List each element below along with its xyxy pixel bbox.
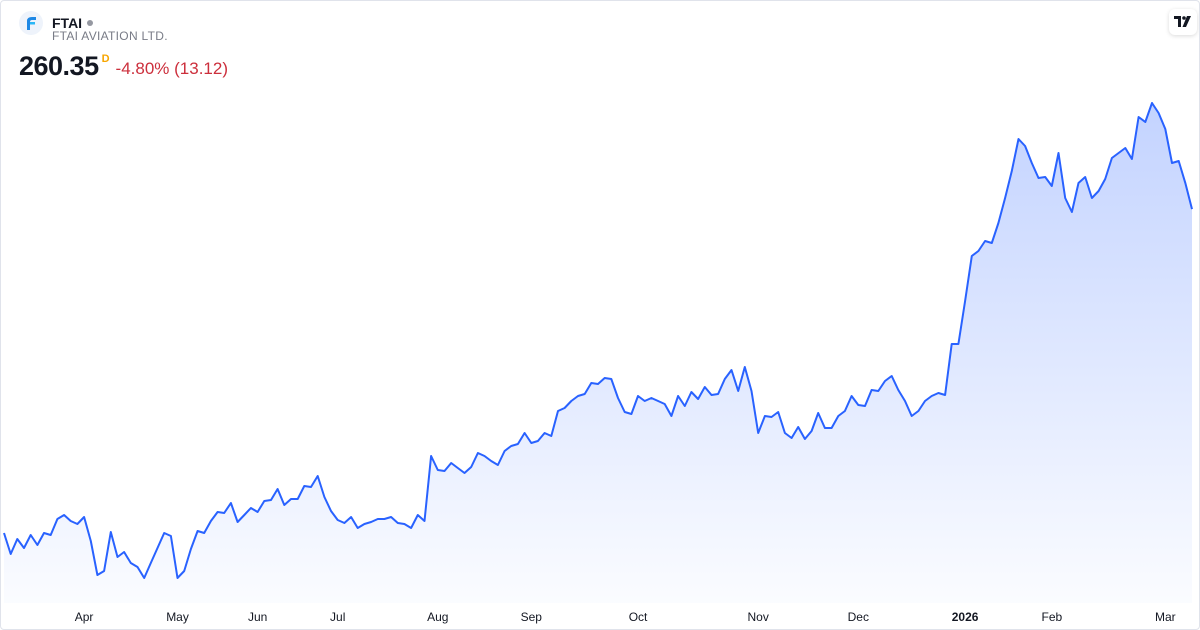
x-tick-label: Feb xyxy=(1041,610,1062,624)
x-tick-label: Sep xyxy=(521,610,543,624)
x-tick-label: Mar xyxy=(1155,610,1176,624)
x-tick-label: Jun xyxy=(248,610,267,624)
symbol-row: FTAI xyxy=(19,11,228,35)
tradingview-logo[interactable] xyxy=(1169,9,1197,35)
area xyxy=(4,103,1192,603)
logo xyxy=(19,11,43,35)
x-tick-label: May xyxy=(166,610,189,624)
logo-icon xyxy=(27,17,36,30)
status-dot xyxy=(87,20,94,26)
x-tick-label: Nov xyxy=(748,610,769,624)
interval: D xyxy=(101,53,110,65)
price: 260.35 xyxy=(19,51,99,81)
symbol[interactable]: FTAI xyxy=(52,15,83,31)
price-row: 260.35 D -4.80% (13.12) xyxy=(19,51,228,82)
company-name: FTAI AVIATION LTD. xyxy=(52,29,168,43)
x-tick-label: 2026 xyxy=(952,610,979,624)
price-change: -4.80% (13.12) xyxy=(115,59,228,78)
x-tick-label: Jul xyxy=(330,610,345,624)
x-tick-label: Dec xyxy=(848,610,869,624)
price-line xyxy=(3,102,1193,579)
x-tick-label: Aug xyxy=(427,610,448,624)
header: FTAI FTAI AVIATION LTD. 260.35 D -4.80% … xyxy=(19,11,228,82)
x-tick-label: Apr xyxy=(75,610,94,624)
tv-icon xyxy=(1174,16,1191,27)
x-tick-label: Oct xyxy=(629,610,648,624)
